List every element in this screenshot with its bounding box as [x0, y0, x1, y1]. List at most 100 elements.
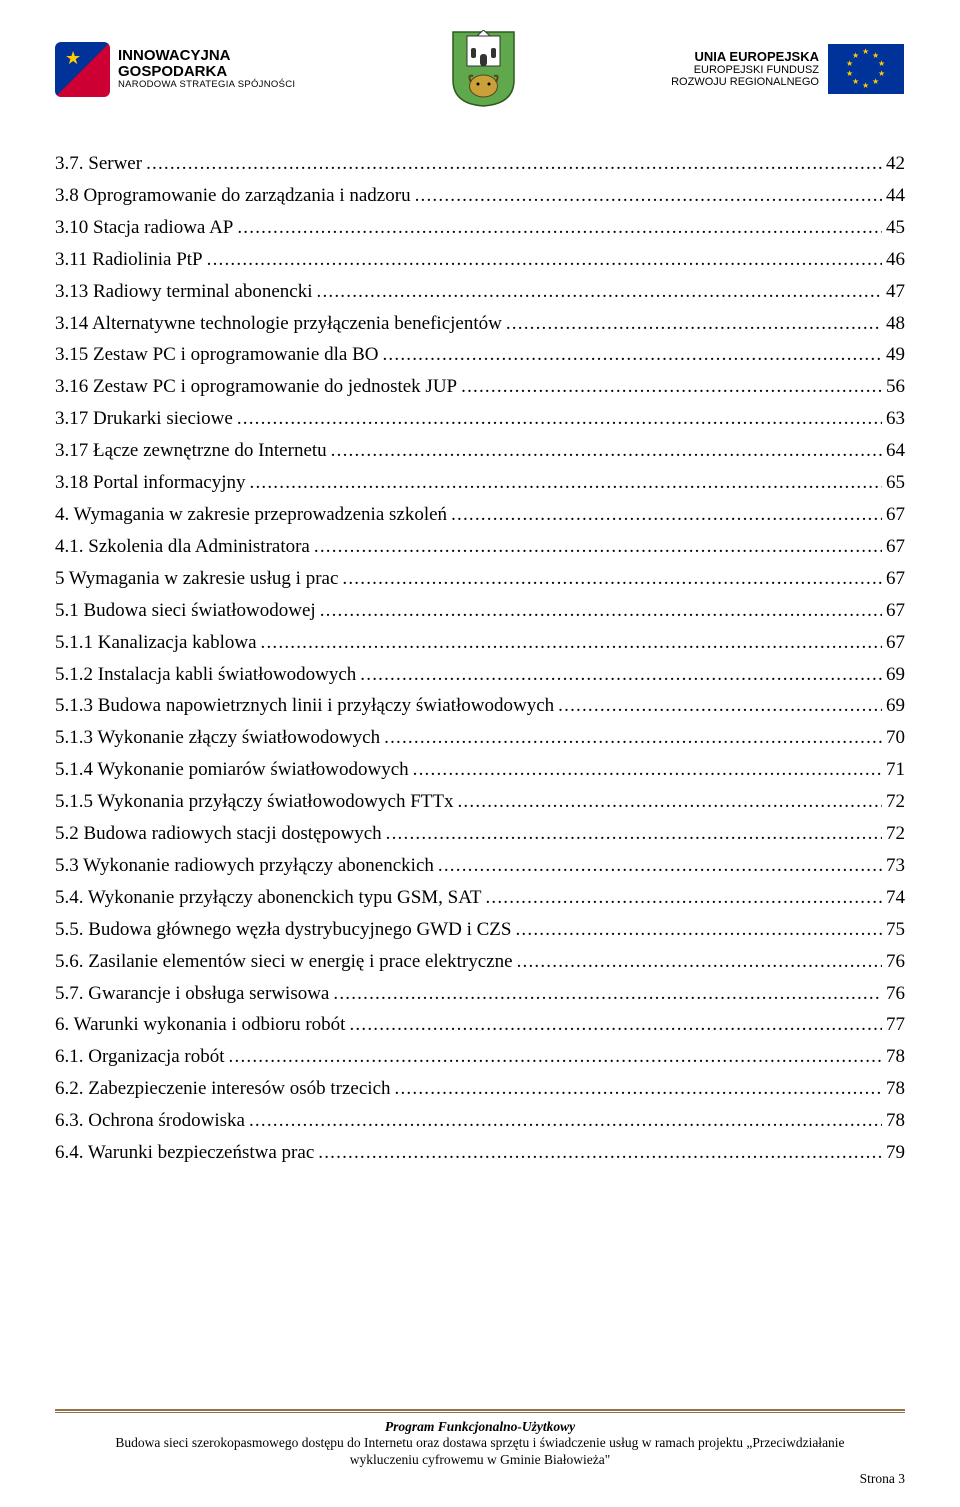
toc-entry-page: 49	[886, 339, 905, 371]
toc-entry: 3.16 Zestaw PC i oprogramowanie do jedno…	[55, 371, 905, 403]
toc-entry: 3.8 Oprogramowanie do zarządzania i nadz…	[55, 180, 905, 212]
toc-entry-page: 78	[886, 1073, 905, 1105]
toc-entry-page: 78	[886, 1041, 905, 1073]
toc-entry-label: 5.1.3 Wykonanie złączy światłowodowych	[55, 722, 380, 754]
toc-leader-dots	[342, 563, 882, 595]
toc-entry-page: 42	[886, 148, 905, 180]
page-footer: Program Funkcjonalno-Użytkowy Budowa sie…	[55, 1409, 905, 1487]
toc-leader-dots	[320, 595, 882, 627]
toc-entry-page: 76	[886, 978, 905, 1010]
toc-leader-dots	[237, 403, 882, 435]
toc-entry: 5.1.4 Wykonanie pomiarów światłowodowych…	[55, 754, 905, 786]
toc-entry-page: 45	[886, 212, 905, 244]
toc-entry: 3.7. Serwer 42	[55, 148, 905, 180]
logo-coat-of-arms	[451, 30, 516, 108]
toc-entry-label: 5.7. Gwarancje i obsługa serwisowa	[55, 978, 329, 1010]
ig-subtitle: NARODOWA STRATEGIA SPÓJNOŚCI	[118, 80, 295, 90]
toc-entry-page: 72	[886, 786, 905, 818]
toc-entry-page: 72	[886, 818, 905, 850]
toc-entry-page: 67	[886, 563, 905, 595]
toc-leader-dots	[146, 148, 882, 180]
toc-entry: 3.11 Radiolinia PtP 46	[55, 244, 905, 276]
ig-title-2: GOSPODARKA	[118, 64, 295, 80]
toc-leader-dots	[237, 212, 882, 244]
toc-entry-label: 3.8 Oprogramowanie do zarządzania i nadz…	[55, 180, 411, 212]
toc-entry-page: 56	[886, 371, 905, 403]
toc-entry-page: 47	[886, 276, 905, 308]
toc-entry-label: 4.1. Szkolenia dla Administratora	[55, 531, 310, 563]
toc-entry: 3.15 Zestaw PC i oprogramowanie dla BO 4…	[55, 339, 905, 371]
toc-entry-label: 3.11 Radiolinia PtP	[55, 244, 203, 276]
toc-leader-dots	[485, 882, 882, 914]
toc-entry-label: 5.1.2 Instalacja kabli światłowodowych	[55, 659, 356, 691]
toc-leader-dots	[331, 435, 882, 467]
toc-entry-page: 46	[886, 244, 905, 276]
toc-entry-label: 5.1.3 Budowa napowietrznych linii i przy…	[55, 690, 554, 722]
toc-entry-page: 67	[886, 499, 905, 531]
toc-entry: 5.5. Budowa głównego węzła dystrybucyjne…	[55, 914, 905, 946]
toc-leader-dots	[558, 690, 882, 722]
ig-title-1: INNOWACYJNA	[118, 48, 295, 64]
toc-leader-dots	[250, 467, 883, 499]
eu-title: UNIA EUROPEJSKA	[695, 50, 819, 64]
toc-entry-label: 6.2. Zabezpieczenie interesów osób trzec…	[55, 1073, 391, 1105]
toc-entry: 3.10 Stacja radiowa AP 45	[55, 212, 905, 244]
toc-entry: 6.3. Ochrona środowiska 78	[55, 1105, 905, 1137]
footer-page-number: Strona 3	[55, 1471, 905, 1487]
toc-leader-dots	[395, 1073, 882, 1105]
toc-entry: 6.4. Warunki bezpieczeństwa prac 79	[55, 1137, 905, 1169]
toc-leader-dots	[360, 659, 882, 691]
toc-leader-dots	[261, 627, 882, 659]
toc-leader-dots	[461, 371, 882, 403]
toc-entry-page: 76	[886, 946, 905, 978]
toc-entry-page: 75	[886, 914, 905, 946]
toc-leader-dots	[415, 180, 882, 212]
eu-sub-1: EUROPEJSKI FUNDUSZ	[694, 64, 819, 76]
toc-entry-label: 4. Wymagania w zakresie przeprowadzenia …	[55, 499, 447, 531]
footer-divider-2	[55, 1412, 905, 1413]
toc-entry-label: 3.14 Alternatywne technologie przyłączen…	[55, 308, 502, 340]
toc-leader-dots	[207, 244, 882, 276]
toc-entry-label: 5.5. Budowa głównego węzła dystrybucyjne…	[55, 914, 511, 946]
shield-icon	[451, 30, 516, 108]
toc-entry: 5.4. Wykonanie przyłączy abonenckich typ…	[55, 882, 905, 914]
toc-entry-label: 6.3. Ochrona środowiska	[55, 1105, 245, 1137]
toc-entry-page: 65	[886, 467, 905, 499]
toc-entry-label: 3.7. Serwer	[55, 148, 142, 180]
toc-entry: 5 Wymagania w zakresie usług i prac 67	[55, 563, 905, 595]
table-of-contents: 3.7. Serwer 423.8 Oprogramowanie do zarz…	[55, 148, 905, 1169]
toc-entry-page: 79	[886, 1137, 905, 1169]
toc-leader-dots	[314, 531, 882, 563]
toc-entry: 6. Warunki wykonania i odbioru robót 77	[55, 1009, 905, 1041]
toc-entry: 3.17 Drukarki sieciowe 63	[55, 403, 905, 435]
toc-entry-label: 3.17 Drukarki sieciowe	[55, 403, 233, 435]
toc-entry-page: 71	[886, 754, 905, 786]
toc-entry: 3.18 Portal informacyjny 65	[55, 467, 905, 499]
logo-innowacyjna-gospodarka: INNOWACYJNA GOSPODARKA NARODOWA STRATEGI…	[55, 42, 295, 97]
footer-title: Program Funkcjonalno-Użytkowy	[55, 1419, 905, 1435]
eu-flag-icon: ★ ★ ★ ★ ★ ★ ★ ★ ★ ★	[827, 43, 905, 95]
toc-entry: 5.2 Budowa radiowych stacji dostępowych …	[55, 818, 905, 850]
toc-entry: 4. Wymagania w zakresie przeprowadzenia …	[55, 499, 905, 531]
toc-entry-page: 48	[886, 308, 905, 340]
toc-leader-dots	[349, 1009, 882, 1041]
toc-entry-label: 5.2 Budowa radiowych stacji dostępowych	[55, 818, 382, 850]
toc-entry-label: 5 Wymagania w zakresie usług i prac	[55, 563, 338, 595]
toc-entry-page: 69	[886, 659, 905, 691]
toc-entry-page: 69	[886, 690, 905, 722]
toc-leader-dots	[506, 308, 882, 340]
toc-entry: 5.1.3 Wykonanie złączy światłowodowych 7…	[55, 722, 905, 754]
toc-leader-dots	[384, 722, 882, 754]
toc-leader-dots	[386, 818, 882, 850]
toc-entry-page: 70	[886, 722, 905, 754]
footer-divider-1	[55, 1409, 905, 1411]
toc-entry-page: 73	[886, 850, 905, 882]
toc-entry: 5.1 Budowa sieci światłowodowej 67	[55, 595, 905, 627]
toc-entry-label: 5.1 Budowa sieci światłowodowej	[55, 595, 316, 627]
toc-entry: 5.6. Zasilanie elementów sieci w energię…	[55, 946, 905, 978]
toc-leader-dots	[413, 754, 882, 786]
toc-leader-dots	[517, 946, 882, 978]
toc-leader-dots	[451, 499, 882, 531]
toc-entry-label: 3.16 Zestaw PC i oprogramowanie do jedno…	[55, 371, 457, 403]
toc-entry-label: 5.6. Zasilanie elementów sieci w energię…	[55, 946, 513, 978]
